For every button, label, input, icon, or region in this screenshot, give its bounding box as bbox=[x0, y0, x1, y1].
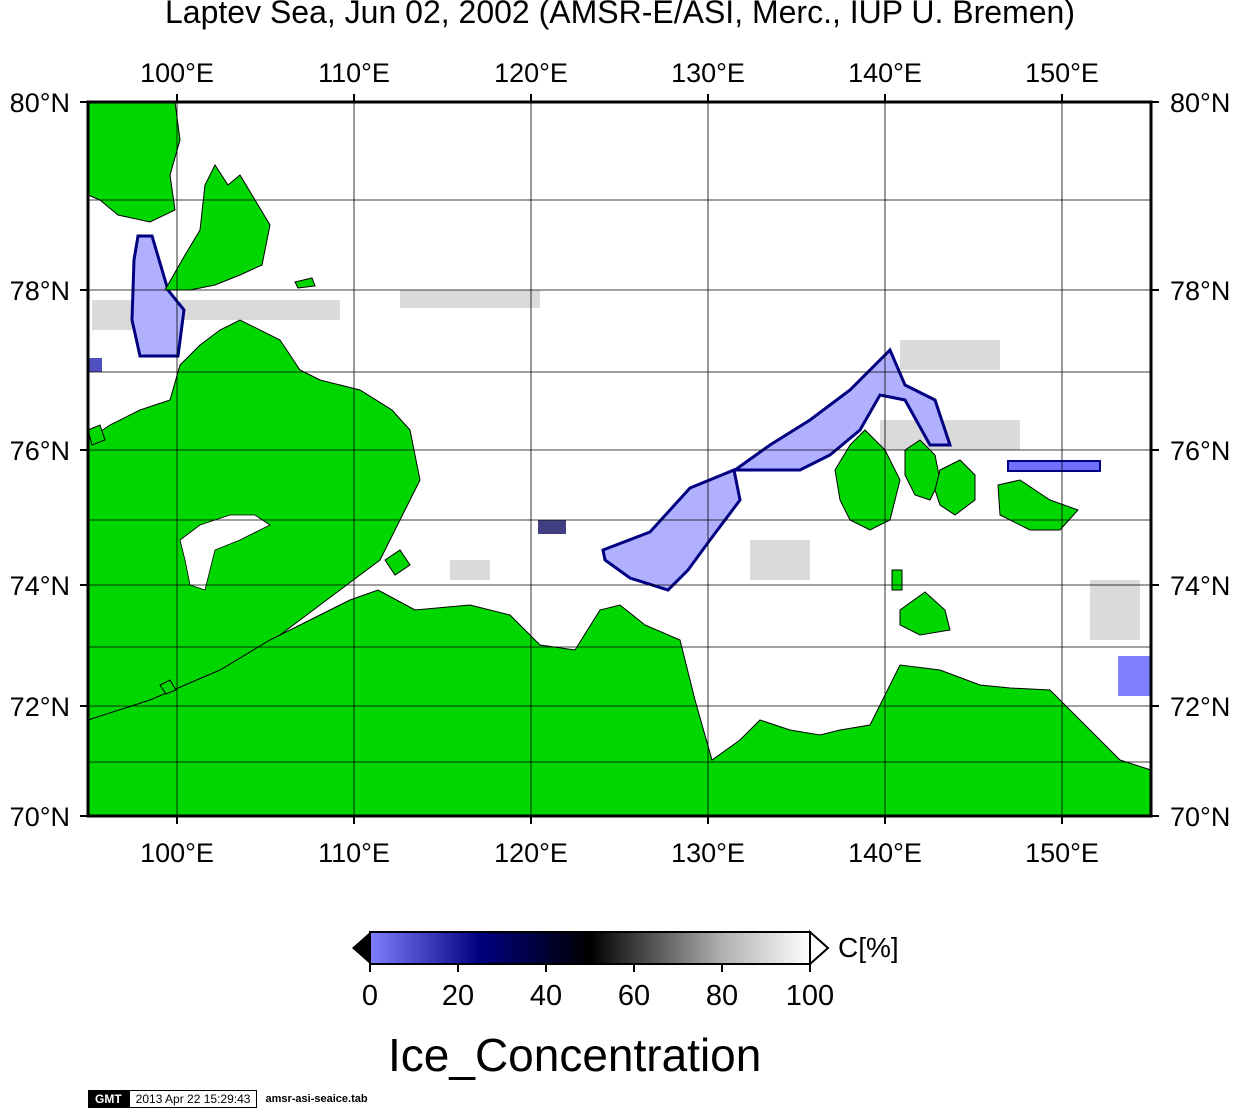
land-new-siberia bbox=[934, 459, 976, 516]
tick-marks bbox=[80, 94, 1159, 824]
lon-label: 150°E bbox=[1025, 838, 1099, 868]
lon-label: 130°E bbox=[671, 838, 745, 868]
lat-label: 70°N bbox=[1170, 802, 1230, 832]
colorbar-tick: 60 bbox=[617, 980, 651, 1012]
lon-label: 150°E bbox=[1025, 58, 1099, 88]
lakes bbox=[179, 514, 271, 591]
lat-labels-left: 80°N 78°N 76°N 74°N 72°N 70°N bbox=[10, 88, 70, 832]
lat-label: 76°N bbox=[1170, 436, 1230, 466]
colorbar-unit: C[%] bbox=[838, 932, 899, 963]
map-title: Laptev Sea, Jun 02, 2002 (AMSR-E/ASI, Me… bbox=[164, 0, 1075, 30]
lake-taymyr bbox=[179, 514, 271, 591]
land-small-island bbox=[891, 569, 903, 591]
map-frame bbox=[86, 100, 1153, 818]
colorbar-under-arrow bbox=[352, 932, 370, 964]
colorbar-tick: 100 bbox=[785, 980, 835, 1012]
ice-patch-small bbox=[538, 520, 566, 534]
ice-band-west bbox=[130, 234, 186, 358]
colorbar-over-arrow bbox=[809, 929, 830, 967]
lon-label: 120°E bbox=[494, 58, 568, 88]
lat-label: 74°N bbox=[10, 571, 70, 601]
land-lyakhovsky bbox=[899, 591, 951, 636]
lat-label: 74°N bbox=[1170, 571, 1230, 601]
lon-labels-bottom: 100°E 110°E 120°E 130°E 140°E 150°E bbox=[140, 838, 1099, 868]
lat-label: 80°N bbox=[1170, 88, 1230, 118]
land-islet-4 bbox=[87, 424, 106, 446]
colorbar-tick: 20 bbox=[441, 980, 475, 1012]
lat-label: 72°N bbox=[1170, 692, 1230, 722]
lon-label: 100°E bbox=[140, 838, 214, 868]
lon-label: 140°E bbox=[848, 58, 922, 88]
lon-label: 130°E bbox=[671, 58, 745, 88]
colorbar-gradient bbox=[369, 931, 811, 965]
lat-labels-right: 80°N 78°N 76°N 74°N 72°N 70°N bbox=[1170, 88, 1230, 832]
ice-noise bbox=[92, 290, 1140, 640]
colorbar-tick: 40 bbox=[529, 980, 563, 1012]
ice-patch-nw bbox=[88, 358, 102, 372]
lat-label: 80°N bbox=[10, 88, 70, 118]
filename: amsr-asi-seaice.tab bbox=[265, 1093, 368, 1105]
land-bolshevik bbox=[164, 163, 271, 291]
ice-patch-far-east bbox=[1118, 656, 1150, 696]
lat-label: 70°N bbox=[10, 802, 70, 832]
land-severnaya-west bbox=[87, 101, 181, 223]
ice-strip-east bbox=[1007, 460, 1101, 472]
ice-band-central bbox=[601, 467, 742, 592]
lon-label: 110°E bbox=[318, 838, 390, 868]
land-islet-1 bbox=[294, 277, 316, 289]
lat-label: 78°N bbox=[1170, 276, 1230, 306]
colorbar-tick: 0 bbox=[361, 980, 379, 1012]
lat-label: 78°N bbox=[10, 276, 70, 306]
timestamp: 2013 Apr 22 15:29:43 bbox=[128, 1090, 258, 1108]
footer: GMT 2013 Apr 22 15:29:43 amsr-asi-seaice… bbox=[88, 1090, 368, 1108]
lat-label: 72°N bbox=[10, 692, 70, 722]
ice-band-east bbox=[730, 347, 953, 472]
land-islet-3 bbox=[384, 549, 411, 576]
lon-labels-top: 100°E 110°E 120°E 130°E 140°E 150°E bbox=[140, 58, 1099, 88]
lon-label: 100°E bbox=[140, 58, 214, 88]
land-islet-2 bbox=[159, 679, 177, 695]
colorbar-tick: 80 bbox=[705, 980, 739, 1012]
lat-label: 76°N bbox=[10, 436, 70, 466]
low-ice-areas bbox=[88, 234, 1150, 696]
colorbar-title: Ice_Concentration bbox=[388, 1029, 762, 1081]
land-kotelny bbox=[834, 429, 901, 531]
graticule bbox=[88, 102, 1151, 816]
colorbar bbox=[352, 929, 830, 972]
lon-label: 120°E bbox=[494, 838, 568, 868]
lon-label: 110°E bbox=[318, 58, 390, 88]
gmt-logo: GMT bbox=[88, 1090, 129, 1108]
lon-label: 140°E bbox=[848, 838, 922, 868]
